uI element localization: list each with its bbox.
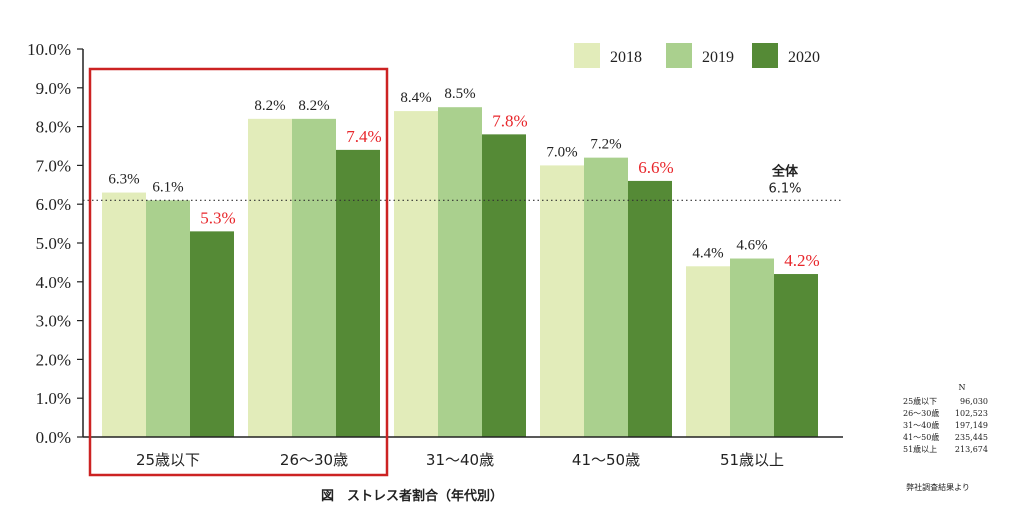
legend-label: 2019 [702, 49, 734, 66]
n-table-row-label: 26～30歳 [903, 408, 939, 418]
value-label: 8.2% [254, 98, 285, 114]
y-tick-label: 9.0% [36, 79, 71, 98]
value-label: 8.2% [298, 98, 329, 114]
value-label: 4.2% [784, 251, 819, 270]
category-label: 25歳以下 [136, 451, 200, 469]
legend-label: 2020 [788, 49, 820, 66]
category-label: 41～50歳 [572, 451, 640, 469]
value-label: 7.2% [590, 137, 621, 153]
chart-caption: 図 ストレス者割合（年代別） [321, 488, 503, 504]
bar-2020-2 [482, 134, 526, 438]
reference-value: 6.1% [768, 181, 801, 196]
value-label: 6.1% [152, 179, 183, 195]
value-label: 7.0% [546, 144, 577, 160]
n-table-row-value: 96,030 [960, 397, 988, 406]
value-label: 7.4% [346, 127, 381, 146]
highlight-rect [88, 67, 389, 477]
n-table-header: N [959, 383, 966, 392]
bar-2018-1 [248, 118, 292, 437]
y-tick-label: 10.0% [27, 40, 71, 59]
bar-2018-0 [102, 192, 146, 437]
category-label: 51歳以上 [720, 451, 784, 469]
value-label: 8.5% [444, 86, 475, 102]
legend-swatch-2018 [574, 43, 600, 68]
highlight-box [88, 67, 389, 477]
n-table-row-value: 235,445 [955, 433, 988, 442]
category-label: 26～30歳 [280, 451, 348, 469]
legend-swatch-2019 [666, 43, 692, 68]
n-table-row-value: 213,674 [955, 445, 988, 454]
y-tick-label: 7.0% [36, 156, 71, 175]
value-label: 8.4% [400, 90, 431, 106]
bars [102, 107, 818, 438]
n-table-row-value: 102,523 [955, 409, 988, 418]
x-axis: 25歳以下 26～30歳 31～40歳 41～50歳 51歳以上 [83, 436, 843, 469]
value-label: 4.6% [736, 238, 767, 254]
value-label: 7.8% [492, 111, 527, 130]
sample-size-table: N 25歳以下 96,030 26～30歳 102,523 31～40歳 197,149 41… [903, 383, 988, 454]
y-tick-label: 1.0% [36, 389, 71, 408]
n-table-row-value: 197,149 [955, 421, 988, 430]
bar-2019-3 [584, 157, 628, 437]
legend-swatch-2020 [752, 43, 778, 68]
overall-reference-line: 全体 6.1% [83, 163, 843, 201]
y-tick-label: 3.0% [36, 312, 71, 331]
category-label: 31～40歳 [426, 451, 494, 469]
bar-2020-3 [628, 180, 672, 438]
bar-2019-0 [146, 200, 190, 437]
y-tick-label: 6.0% [36, 195, 71, 214]
y-tick-label: 0.0% [36, 428, 71, 447]
bar-2020-4 [774, 274, 818, 437]
y-tick-label: 4.0% [36, 273, 71, 292]
n-table-row-label: 41～50歳 [903, 432, 939, 442]
legend: 2018 2019 2020 [574, 43, 820, 68]
n-table-row-label: 25歳以下 [903, 396, 937, 406]
bar-2020-0 [190, 231, 234, 437]
reference-label: 全体 [771, 163, 799, 179]
n-table-row-label: 51歳以上 [903, 444, 937, 454]
bar-2019-4 [730, 258, 774, 437]
legend-label: 2018 [610, 49, 642, 66]
value-label: 4.4% [692, 245, 723, 261]
bar-2018-3 [540, 165, 584, 437]
bar-2019-2 [438, 107, 482, 437]
y-tick-label: 5.0% [36, 234, 71, 253]
source-note: 弊社調査結果より [906, 482, 970, 492]
bar-2018-4 [686, 266, 730, 437]
y-tick-label: 2.0% [36, 350, 71, 369]
value-label: 5.3% [200, 208, 235, 227]
y-tick-label: 8.0% [36, 118, 71, 137]
value-label: 6.6% [638, 158, 673, 177]
value-labels: 6.3% 6.1% 5.3% 8.2% 8.2% 7.4% 8.4% 8.5% 7.8% 7.0%… [108, 86, 819, 270]
bar-2018-2 [394, 111, 438, 437]
n-table-row-label: 31～40歳 [903, 420, 939, 430]
bar-2019-1 [292, 118, 336, 437]
value-label: 6.3% [108, 172, 139, 188]
bar-2020-1 [336, 149, 380, 437]
y-axis: 0.0% 1.0% 2.0% 3.0% 4.0% 5.0% 6.0% 7.0% 8.0% 9.0%… [27, 40, 84, 447]
